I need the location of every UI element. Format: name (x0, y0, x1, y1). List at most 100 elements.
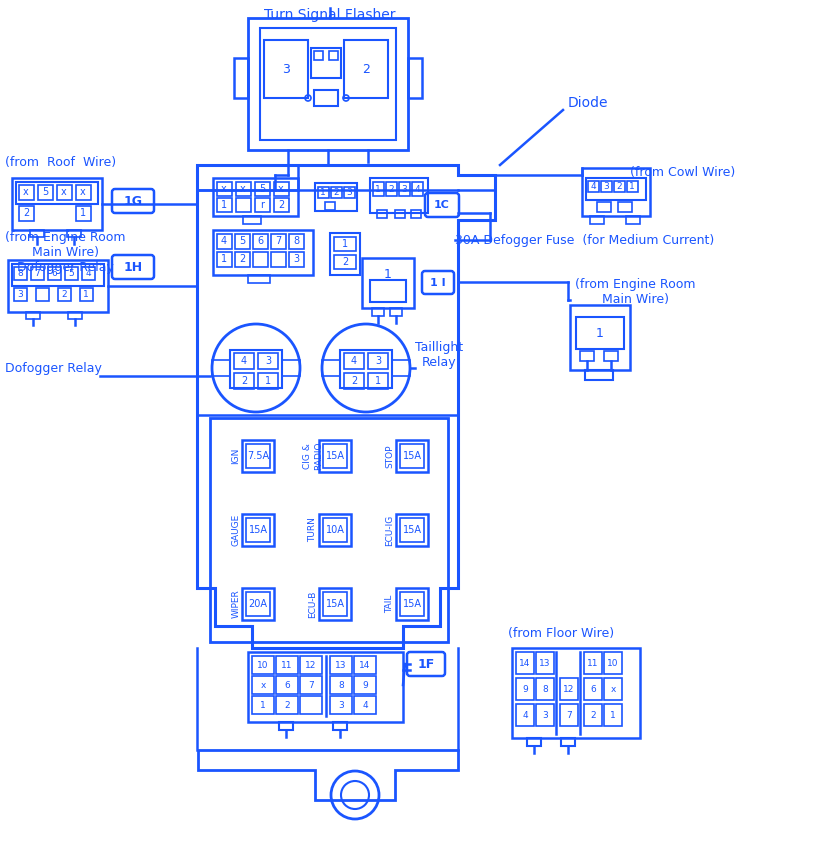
Bar (217, 182, 232, 196)
Text: x: x (260, 680, 265, 689)
Bar (68, 312, 82, 319)
Text: 1: 1 (221, 200, 227, 210)
Text: 2: 2 (350, 376, 357, 386)
Bar (273, 182, 288, 196)
Bar (407, 58, 421, 98)
Bar (67, 230, 81, 237)
Text: 15A: 15A (402, 599, 421, 609)
Bar (252, 696, 273, 714)
Bar (581, 168, 650, 216)
Bar (234, 58, 247, 98)
Text: 8: 8 (17, 268, 23, 277)
Bar (323, 444, 347, 468)
Text: 1: 1 (609, 711, 615, 719)
Text: (from Floor Wire): (from Floor Wire) (507, 627, 614, 640)
Bar (395, 440, 427, 472)
Text: x: x (61, 187, 67, 197)
Text: 1: 1 (375, 184, 380, 194)
Text: 2: 2 (333, 188, 339, 196)
Bar (235, 252, 250, 267)
Bar (82, 267, 95, 280)
Text: 1: 1 (342, 239, 348, 249)
Bar (246, 444, 270, 468)
Bar (329, 676, 352, 694)
Text: 2: 2 (362, 63, 370, 75)
Text: 14: 14 (518, 658, 530, 667)
Bar (385, 182, 396, 196)
Text: 8: 8 (338, 680, 344, 689)
Bar (515, 704, 533, 726)
Bar (334, 237, 355, 251)
Text: 2: 2 (284, 700, 289, 710)
Text: 3: 3 (346, 188, 351, 196)
Bar (329, 51, 338, 60)
Bar (236, 198, 251, 212)
Bar (535, 704, 553, 726)
Text: Diode: Diode (568, 96, 608, 110)
Bar (80, 288, 93, 301)
Text: 7: 7 (565, 711, 571, 719)
Text: 2: 2 (23, 208, 29, 218)
Bar (26, 312, 40, 319)
Bar (299, 656, 322, 674)
Bar (8, 260, 108, 312)
Bar (217, 252, 232, 267)
Text: 10A: 10A (325, 525, 344, 535)
Bar (255, 198, 270, 212)
Text: 30A Defogger Fuse  (for Medium Current): 30A Defogger Fuse (for Medium Current) (455, 233, 713, 246)
Bar (614, 181, 624, 192)
Text: 3: 3 (265, 356, 271, 366)
Text: 3: 3 (375, 356, 380, 366)
Bar (329, 656, 352, 674)
Bar (410, 210, 421, 218)
Bar (319, 440, 350, 472)
Text: 7.5A: 7.5A (247, 451, 268, 461)
Text: 15A: 15A (248, 525, 268, 535)
Bar (263, 40, 308, 98)
Text: 1F: 1F (417, 657, 434, 671)
Bar (38, 185, 53, 200)
Bar (333, 722, 347, 730)
Bar (560, 738, 574, 746)
Text: 4: 4 (241, 356, 247, 366)
Bar (288, 234, 303, 249)
Bar (76, 185, 91, 200)
Bar (361, 258, 414, 308)
Bar (579, 351, 594, 361)
Bar (391, 360, 410, 376)
Bar (236, 182, 251, 196)
Text: 1: 1 (384, 267, 391, 281)
Bar (589, 216, 604, 224)
Text: x: x (278, 184, 283, 194)
Text: 3: 3 (400, 184, 406, 194)
Bar (588, 181, 599, 192)
Text: 2: 2 (278, 200, 283, 210)
Text: 6: 6 (51, 268, 57, 277)
Bar (65, 267, 78, 280)
Bar (282, 360, 299, 376)
Bar (217, 234, 232, 249)
Text: 2: 2 (388, 184, 394, 194)
Bar (212, 230, 313, 275)
Bar (58, 288, 71, 301)
Text: 10: 10 (607, 658, 618, 667)
Bar (14, 267, 27, 280)
Bar (314, 90, 338, 106)
Text: 3: 3 (282, 63, 289, 75)
Bar (319, 588, 350, 620)
Bar (30, 230, 44, 237)
Bar (252, 234, 268, 249)
Bar (299, 696, 322, 714)
Bar (370, 280, 405, 302)
Text: 4: 4 (414, 184, 420, 194)
Text: 1H: 1H (123, 261, 142, 273)
Text: 2: 2 (238, 254, 245, 264)
Text: 2: 2 (615, 182, 621, 190)
Bar (575, 317, 624, 349)
Text: 1: 1 (83, 289, 89, 299)
Bar (278, 722, 293, 730)
Text: 8: 8 (542, 684, 548, 694)
Text: 15A: 15A (402, 451, 421, 461)
Bar (14, 288, 27, 301)
Bar (246, 592, 270, 616)
